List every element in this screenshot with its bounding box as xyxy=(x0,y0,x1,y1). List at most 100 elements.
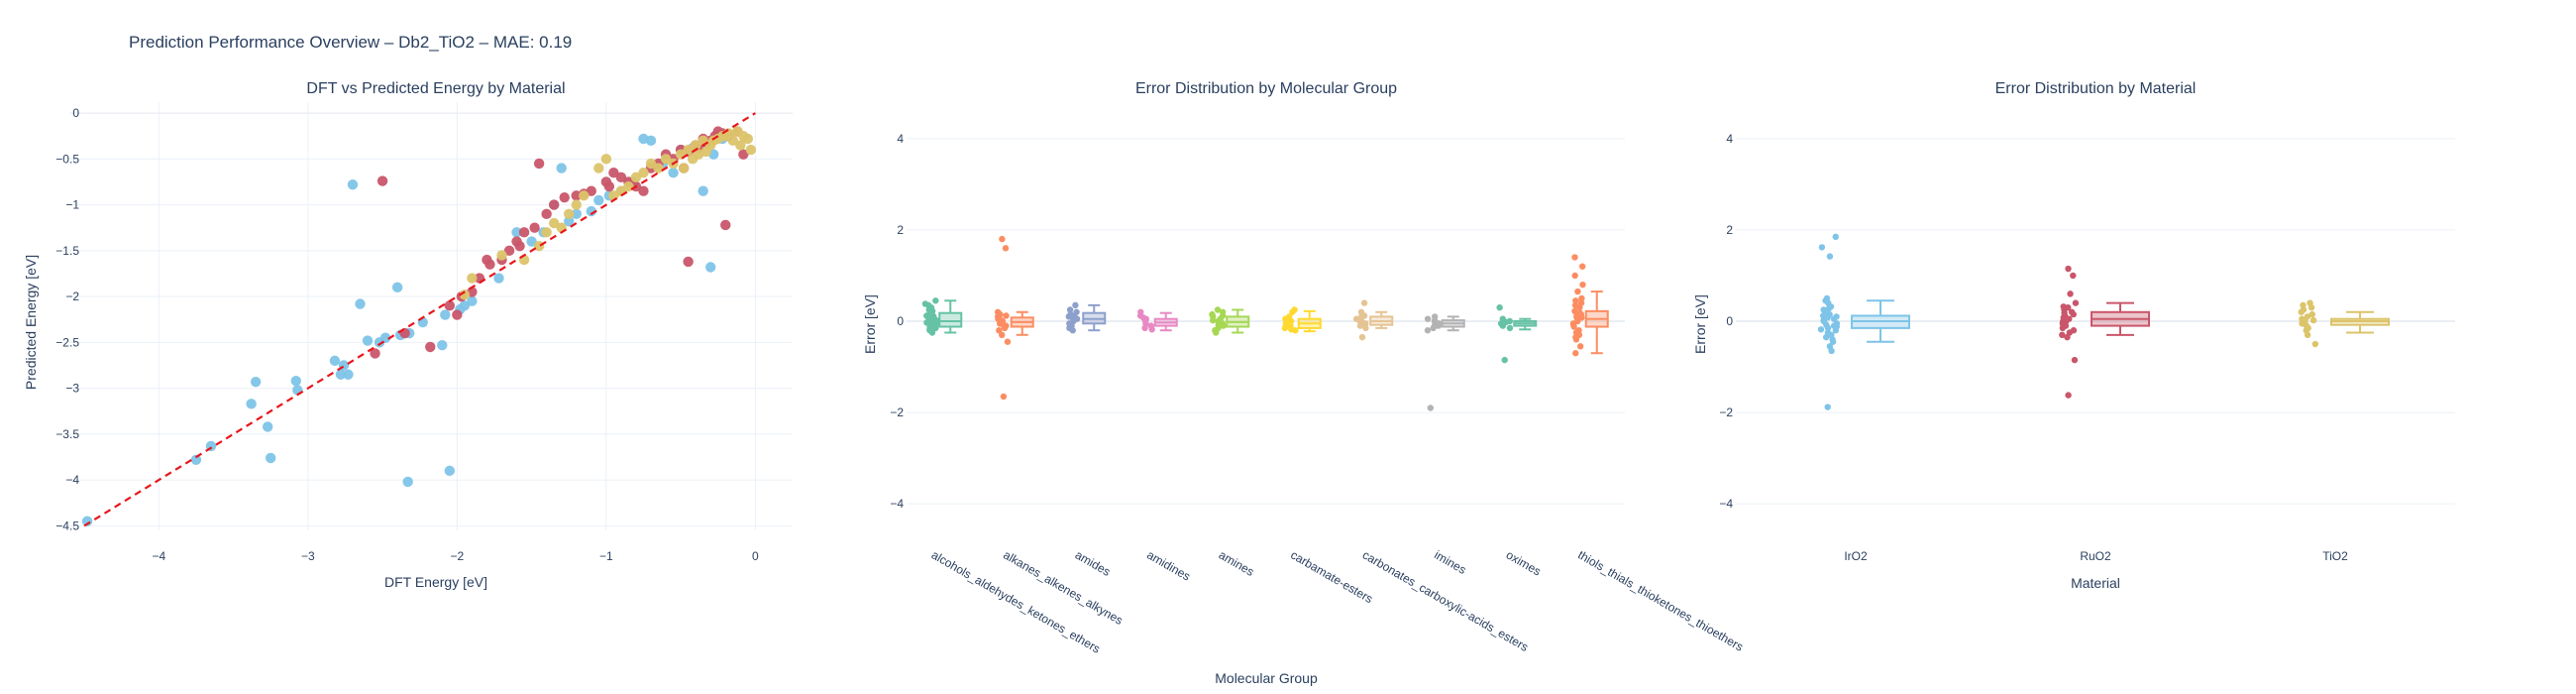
scatter-y-tick-label: −3 xyxy=(65,382,79,396)
scatter-x-tick-label: −2 xyxy=(450,549,464,563)
group-error-x-tick-label: oximes xyxy=(1504,547,1544,578)
error-point xyxy=(2298,308,2305,315)
point-RuO2 xyxy=(533,158,545,170)
error-point xyxy=(2308,303,2315,311)
error-point xyxy=(1072,301,1079,309)
error-point xyxy=(2059,324,2067,332)
point-IrO2 xyxy=(402,476,413,488)
material-error-y-axis-label: Error [eV] xyxy=(1692,294,1708,354)
scatter-title: DFT vs Predicted Energy by Material xyxy=(306,80,565,97)
error-point xyxy=(2304,331,2311,339)
point-IrO2 xyxy=(645,135,657,147)
group-error-y-axis-label: Error [eV] xyxy=(862,294,878,354)
point-TiO2 xyxy=(630,172,642,183)
material-error-y-tick-label: −4 xyxy=(1719,497,1733,511)
group-error-box-thiols_thials_thioketones_thioethers xyxy=(1569,254,1609,357)
error-point xyxy=(2059,331,2066,339)
point-TiO2 xyxy=(564,208,575,220)
point-IrO2 xyxy=(668,168,679,178)
point-TiO2 xyxy=(653,163,664,174)
material-error-box-TiO2 xyxy=(2298,299,2390,348)
error-point xyxy=(1288,326,1295,333)
material-error-panel: Error Distribution by Material Material … xyxy=(1692,80,2455,591)
point-RuO2 xyxy=(370,348,380,359)
group-error-box-imines xyxy=(1424,313,1465,411)
scatter-y-tick-label: −2.5 xyxy=(55,335,79,349)
error-point xyxy=(2060,303,2067,310)
scatter-y-ticks: 0 −0.5 −1 −1.5 −2 −2.5 −3 −3.5 −4 −4.5 xyxy=(55,106,79,532)
error-point xyxy=(2070,272,2077,280)
error-point xyxy=(1427,405,1434,411)
point-TiO2 xyxy=(742,133,754,145)
group-error-box-alcohols_aldehydes_ketones_ethers xyxy=(921,297,963,336)
point-RuO2 xyxy=(541,208,552,220)
point-RuO2 xyxy=(615,172,627,183)
scatter-x-tick-label: −4 xyxy=(152,549,165,563)
error-point xyxy=(1496,303,1503,311)
scatter-points xyxy=(81,126,757,526)
group-error-boxes xyxy=(921,235,1609,411)
point-IrO2 xyxy=(81,516,93,526)
point-TiO2 xyxy=(548,217,560,229)
error-point xyxy=(1069,327,1076,334)
point-IrO2 xyxy=(586,205,597,217)
point-IrO2 xyxy=(705,262,716,273)
material-error-box-RuO2 xyxy=(2059,265,2150,399)
point-IrO2 xyxy=(459,300,471,311)
point-IrO2 xyxy=(444,465,456,477)
point-TiO2 xyxy=(496,250,507,261)
error-point xyxy=(1360,312,1368,319)
error-point xyxy=(1822,297,1829,304)
point-IrO2 xyxy=(246,399,257,409)
error-point xyxy=(2308,310,2315,318)
error-point xyxy=(1002,245,1010,252)
material-error-title: Error Distribution by Material xyxy=(1995,80,2197,97)
error-point xyxy=(1824,314,1831,321)
parity-line-segment xyxy=(83,112,756,527)
error-point xyxy=(2067,290,2074,297)
point-IrO2 xyxy=(526,236,537,247)
error-point xyxy=(1139,314,1147,321)
group-error-box-amides xyxy=(1065,301,1107,334)
point-TiO2 xyxy=(593,163,604,174)
scatter-y-tick-label: 0 xyxy=(72,106,79,120)
point-TiO2 xyxy=(638,168,649,178)
point-TiO2 xyxy=(579,190,590,201)
scatter-panel: DFT vs Predicted Energy by Material DFT … xyxy=(23,80,793,590)
point-TiO2 xyxy=(541,227,552,238)
error-point xyxy=(928,307,936,315)
error-point xyxy=(1358,333,1366,341)
group-error-box-amidines xyxy=(1136,308,1178,333)
error-point xyxy=(1830,315,1838,322)
error-point xyxy=(1571,307,1578,315)
error-point xyxy=(998,331,1006,339)
group-error-y-tick-label: −4 xyxy=(890,497,904,511)
group-error-x-tick-label: amides xyxy=(1073,547,1114,578)
error-point xyxy=(1571,272,1578,280)
error-point xyxy=(1356,318,1364,326)
scatter-y-tick-label: −1 xyxy=(65,198,79,212)
error-point xyxy=(2064,333,2071,341)
point-IrO2 xyxy=(190,454,202,465)
group-error-panel: Error Distribution by Molecular Group Mo… xyxy=(862,80,1746,686)
point-IrO2 xyxy=(571,208,582,220)
error-point xyxy=(1832,233,1839,241)
point-RuO2 xyxy=(720,219,731,231)
point-IrO2 xyxy=(265,452,276,464)
error-point xyxy=(1281,324,1289,332)
point-IrO2 xyxy=(250,376,262,388)
group-error-x-tick-label: alkanes_alkenes_alkynes xyxy=(1001,547,1125,628)
error-point xyxy=(1424,315,1432,322)
point-RuO2 xyxy=(638,185,649,196)
point-IrO2 xyxy=(335,369,347,380)
point-IrO2 xyxy=(362,335,374,346)
material-error-y-tick-label: 2 xyxy=(1726,223,1733,237)
error-point xyxy=(1824,404,1831,410)
group-error-x-tick-label: imines xyxy=(1432,547,1468,576)
error-point xyxy=(1569,321,1577,328)
group-error-x-tick-label: amines xyxy=(1217,547,1257,578)
error-point xyxy=(1066,306,1074,313)
error-point xyxy=(2065,265,2072,273)
point-IrO2 xyxy=(467,295,478,306)
iqr-box xyxy=(938,311,963,328)
